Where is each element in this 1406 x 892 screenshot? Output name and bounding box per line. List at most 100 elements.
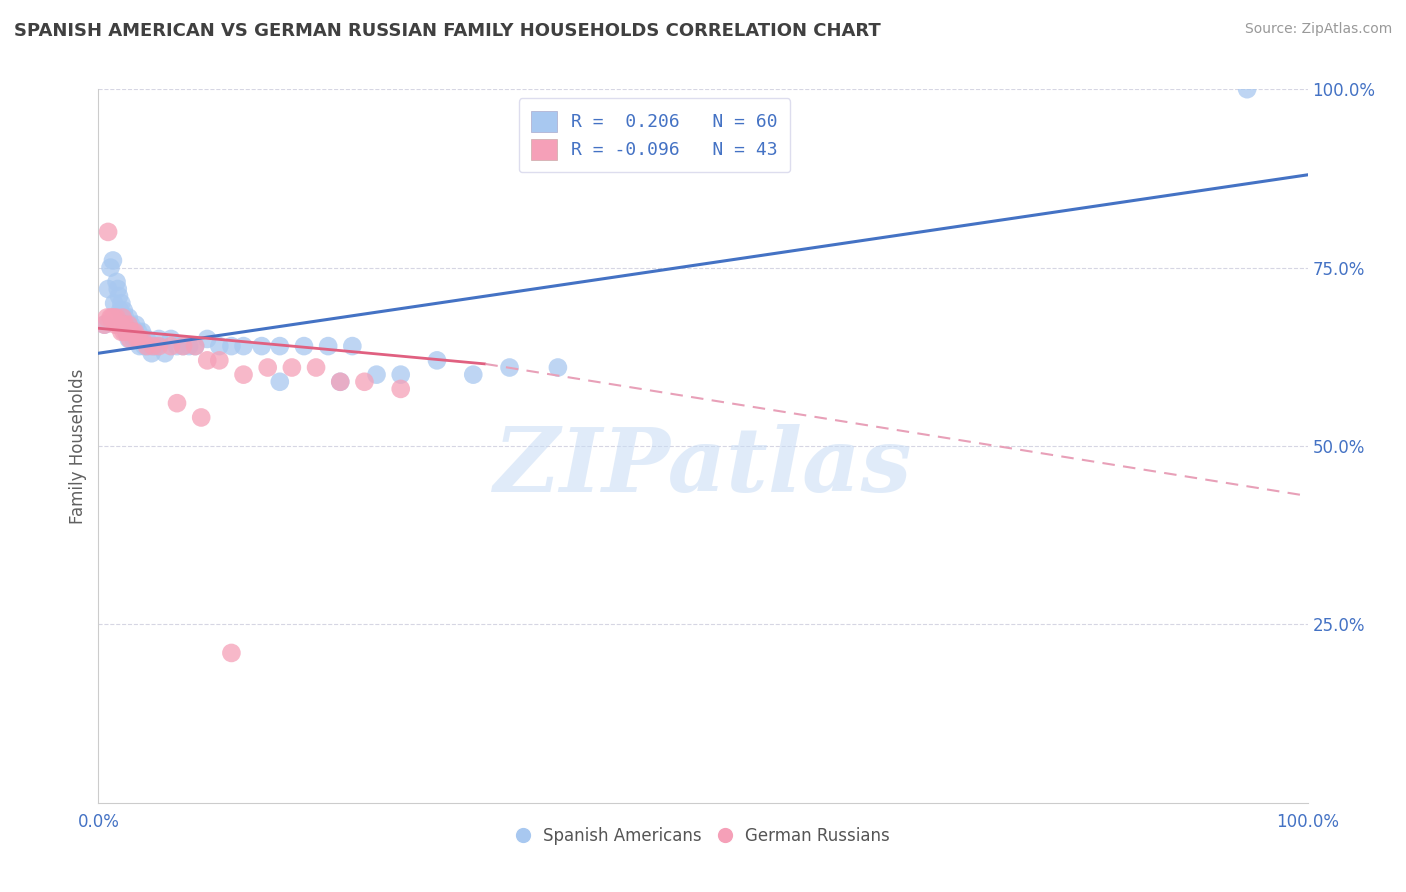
Point	[166, 339, 188, 353]
Point	[426, 353, 449, 368]
Point	[112, 303, 135, 318]
Point	[108, 289, 131, 303]
Point	[124, 325, 146, 339]
Point	[463, 368, 485, 382]
Point	[166, 396, 188, 410]
Point	[118, 332, 141, 346]
Point	[498, 360, 520, 375]
Point	[143, 339, 166, 353]
Point	[256, 360, 278, 375]
Point	[127, 332, 149, 346]
Point	[128, 332, 150, 346]
Point	[111, 310, 134, 325]
Point	[366, 368, 388, 382]
Point	[114, 318, 136, 332]
Point	[131, 325, 153, 339]
Point	[108, 318, 131, 332]
Y-axis label: Family Households: Family Households	[69, 368, 87, 524]
Point	[329, 375, 352, 389]
Point	[134, 339, 156, 353]
Point	[547, 360, 569, 375]
Point	[128, 339, 150, 353]
Point	[232, 368, 254, 382]
Point	[118, 318, 141, 332]
Point	[117, 318, 139, 332]
Point	[107, 282, 129, 296]
Point	[104, 318, 127, 332]
Point	[105, 310, 128, 325]
Point	[118, 310, 141, 325]
Point	[118, 332, 141, 346]
Point	[97, 282, 120, 296]
Point	[232, 339, 254, 353]
Text: ZIPatlas: ZIPatlas	[495, 425, 911, 510]
Point	[125, 318, 148, 332]
Point	[172, 339, 194, 353]
Point	[160, 332, 183, 346]
Point	[131, 332, 153, 346]
Point	[148, 339, 170, 353]
Point	[184, 339, 207, 353]
Point	[208, 353, 231, 368]
Point	[93, 318, 115, 332]
Point	[195, 353, 218, 368]
Point	[135, 339, 157, 353]
Point	[115, 325, 138, 339]
Point	[127, 325, 149, 339]
Point	[124, 325, 146, 339]
Point	[117, 325, 139, 339]
Point	[221, 339, 243, 353]
Point	[141, 346, 163, 360]
Point	[269, 339, 291, 353]
Point	[112, 325, 135, 339]
Point	[115, 325, 138, 339]
Point	[195, 332, 218, 346]
Point	[281, 360, 304, 375]
Point	[108, 318, 131, 332]
Point	[342, 339, 364, 353]
Point	[111, 310, 134, 325]
Point	[329, 375, 352, 389]
Point	[110, 325, 132, 339]
Point	[389, 368, 412, 382]
Point	[138, 339, 160, 353]
Point	[353, 375, 375, 389]
Point	[160, 339, 183, 353]
Point	[108, 303, 131, 318]
Point	[135, 332, 157, 346]
Point	[305, 360, 328, 375]
Point	[153, 346, 176, 360]
Point	[127, 332, 149, 346]
Point	[190, 410, 212, 425]
Point	[292, 339, 315, 353]
Point	[184, 339, 207, 353]
Text: SPANISH AMERICAN VS GERMAN RUSSIAN FAMILY HOUSEHOLDS CORRELATION CHART: SPANISH AMERICAN VS GERMAN RUSSIAN FAMIL…	[14, 22, 880, 40]
Point	[316, 339, 339, 353]
Text: Source: ZipAtlas.com: Source: ZipAtlas.com	[1244, 22, 1392, 37]
Point	[100, 310, 122, 325]
Point	[118, 325, 141, 339]
Point	[120, 325, 142, 339]
Point	[97, 225, 120, 239]
Point	[129, 332, 152, 346]
Point	[103, 296, 125, 310]
Point	[101, 253, 124, 268]
Legend: Spanish Americans, German Russians: Spanish Americans, German Russians	[509, 821, 897, 852]
Point	[122, 332, 145, 346]
Point	[269, 375, 291, 389]
Point	[105, 275, 128, 289]
Point	[100, 310, 122, 325]
Point	[221, 646, 243, 660]
Point	[1236, 82, 1258, 96]
Point	[103, 310, 125, 325]
Point	[172, 339, 194, 353]
Point	[121, 325, 143, 339]
Point	[114, 318, 136, 332]
Point	[107, 318, 129, 332]
Point	[96, 310, 118, 325]
Point	[110, 296, 132, 310]
Point	[389, 382, 412, 396]
Point	[250, 339, 273, 353]
Point	[93, 318, 115, 332]
Point	[179, 339, 201, 353]
